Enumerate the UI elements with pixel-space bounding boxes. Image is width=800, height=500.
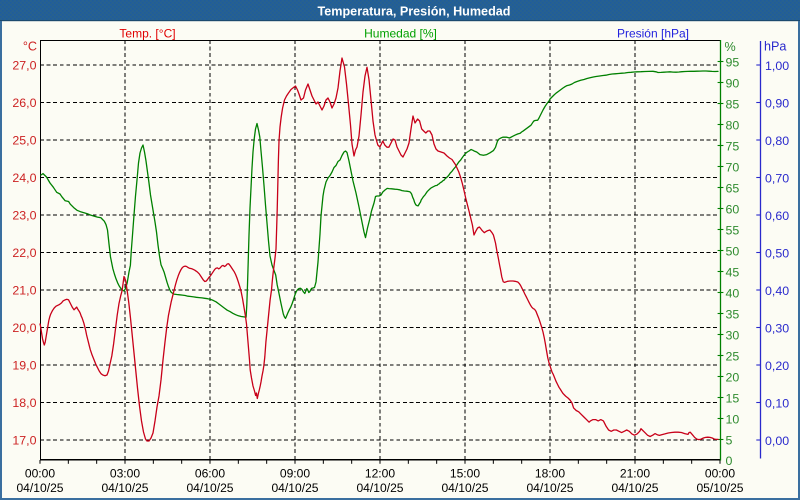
svg-text:Presión [hPa]: Presión [hPa]	[617, 27, 689, 41]
svg-text:75: 75	[726, 139, 740, 153]
svg-text:Humedad [%]: Humedad [%]	[364, 27, 437, 41]
svg-text:27,0: 27,0	[12, 58, 36, 72]
svg-text:06:00: 06:00	[195, 467, 226, 481]
svg-text:05/10/25: 05/10/25	[696, 481, 743, 495]
svg-text:0,00: 0,00	[765, 434, 789, 448]
svg-text:15: 15	[726, 391, 740, 405]
svg-text:17,0: 17,0	[12, 433, 36, 447]
svg-text:00:00: 00:00	[25, 467, 56, 481]
svg-text:60: 60	[726, 202, 740, 216]
svg-text:0,20: 0,20	[765, 359, 789, 373]
svg-text:22,0: 22,0	[12, 246, 36, 260]
svg-text:21,0: 21,0	[12, 283, 36, 297]
svg-text:0,40: 0,40	[765, 284, 789, 298]
svg-text:23,0: 23,0	[12, 208, 36, 222]
svg-text:70: 70	[726, 160, 740, 174]
svg-text:45: 45	[726, 265, 740, 279]
svg-text:50: 50	[726, 244, 740, 258]
svg-text:26,0: 26,0	[12, 96, 36, 110]
svg-text:04/10/25: 04/10/25	[101, 481, 148, 495]
svg-text:1,00: 1,00	[765, 59, 789, 73]
svg-text:90: 90	[726, 76, 740, 90]
svg-text:04/10/25: 04/10/25	[16, 481, 63, 495]
svg-text:18:00: 18:00	[535, 467, 566, 481]
svg-text:Temp. [°C]: Temp. [°C]	[119, 27, 175, 41]
svg-text:20: 20	[726, 370, 740, 384]
svg-text:0,10: 0,10	[765, 397, 789, 411]
svg-text:0,50: 0,50	[765, 247, 789, 261]
svg-text:°C: °C	[23, 40, 37, 54]
svg-text:0: 0	[726, 454, 733, 468]
svg-text:04/10/25: 04/10/25	[356, 481, 403, 495]
svg-text:95: 95	[726, 55, 740, 69]
svg-text:hPa: hPa	[764, 40, 786, 54]
svg-text:04/10/25: 04/10/25	[186, 481, 233, 495]
svg-text:04/10/25: 04/10/25	[611, 481, 658, 495]
svg-text:65: 65	[726, 181, 740, 195]
svg-text:0,80: 0,80	[765, 134, 789, 148]
svg-text:19,0: 19,0	[12, 358, 36, 372]
svg-text:04/10/25: 04/10/25	[441, 481, 488, 495]
svg-text:25,0: 25,0	[12, 133, 36, 147]
svg-text:0,90: 0,90	[765, 97, 789, 111]
svg-text:55: 55	[726, 223, 740, 237]
svg-text:21:00: 21:00	[620, 467, 651, 481]
svg-text:40: 40	[726, 286, 740, 300]
svg-text:18,0: 18,0	[12, 396, 36, 410]
svg-text:12:00: 12:00	[365, 467, 396, 481]
svg-text:09:00: 09:00	[280, 467, 311, 481]
svg-text:04/10/25: 04/10/25	[526, 481, 573, 495]
svg-text:80: 80	[726, 118, 740, 132]
svg-text:04/10/25: 04/10/25	[271, 481, 318, 495]
svg-text:Temperatura, Presión, Humedad: Temperatura, Presión, Humedad	[318, 5, 511, 19]
svg-text:15:00: 15:00	[450, 467, 481, 481]
svg-text:%: %	[725, 40, 736, 54]
svg-text:35: 35	[726, 307, 740, 321]
svg-text:0,70: 0,70	[765, 172, 789, 186]
svg-text:20,0: 20,0	[12, 321, 36, 335]
svg-text:30: 30	[726, 328, 740, 342]
svg-text:0,60: 0,60	[765, 209, 789, 223]
svg-text:00:00: 00:00	[705, 467, 736, 481]
svg-text:0,30: 0,30	[765, 322, 789, 336]
svg-text:24,0: 24,0	[12, 171, 36, 185]
svg-text:25: 25	[726, 349, 740, 363]
svg-text:03:00: 03:00	[110, 467, 141, 481]
svg-text:85: 85	[726, 97, 740, 111]
svg-text:10: 10	[726, 412, 740, 426]
svg-text:5: 5	[726, 433, 733, 447]
